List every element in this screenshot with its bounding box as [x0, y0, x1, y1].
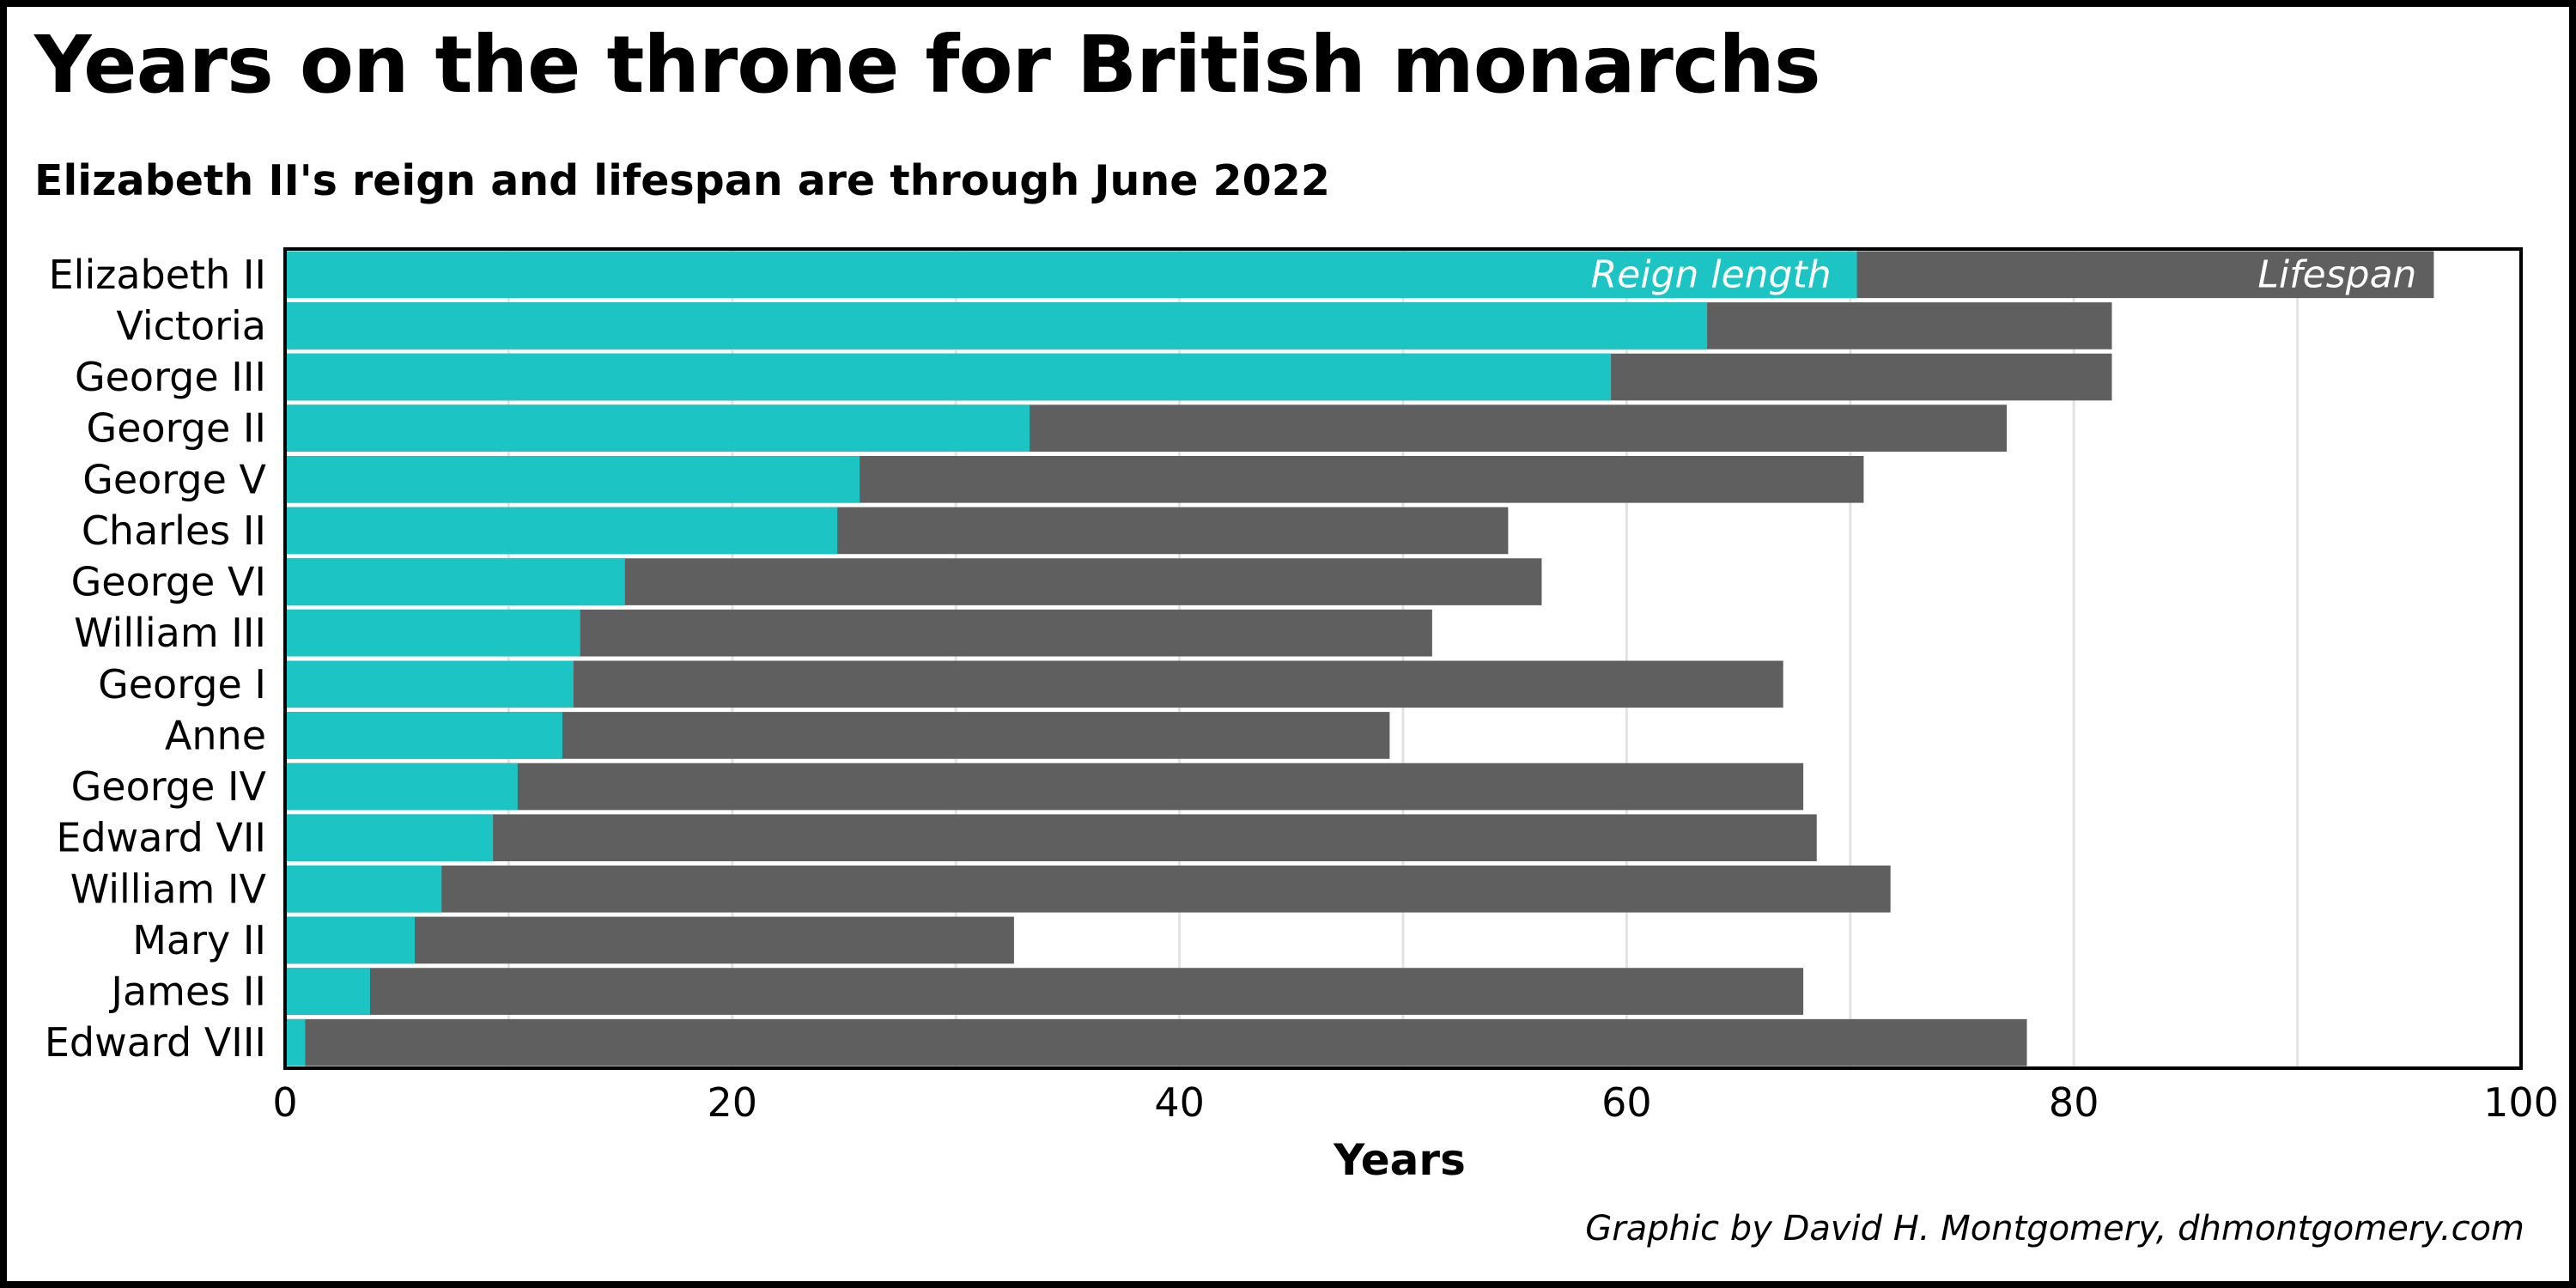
category-label: William III — [74, 610, 266, 656]
reign-bar — [285, 916, 416, 964]
reign-bar — [285, 609, 580, 657]
category-label: George I — [98, 661, 266, 708]
chart-subtitle: Elizabeth II's reign and lifespan are th… — [34, 156, 1330, 205]
lifespan-bar — [285, 968, 1804, 1015]
reign-bar — [285, 456, 860, 503]
reign-bar — [285, 302, 1708, 349]
category-label: George VI — [71, 559, 266, 605]
x-tick-label: 100 — [2483, 1079, 2559, 1126]
x-axis-title: Years — [1333, 1135, 1466, 1185]
category-label: George II — [87, 405, 266, 452]
reign-bar — [285, 762, 518, 811]
category-label: James II — [108, 969, 266, 1015]
x-tick-label: 20 — [708, 1079, 758, 1126]
category-label: Anne — [165, 712, 266, 758]
lifespan-bar — [285, 1018, 2027, 1066]
x-axis-ticks: 0 20 40 60 80 100 — [272, 1079, 2559, 1126]
legend-lifespan-label: Lifespan — [2257, 252, 2416, 296]
bars: Reign length Lifespan — [285, 251, 2434, 1066]
category-label: Elizabeth II — [49, 252, 266, 298]
legend-reign-label: Reign length — [1591, 252, 1832, 296]
reign-bar — [285, 1018, 306, 1066]
reign-bar — [285, 814, 494, 861]
category-label: George IV — [71, 763, 267, 810]
category-label: Edward VIII — [45, 1019, 266, 1066]
category-label: Charles II — [82, 507, 266, 554]
lifespan-bar — [285, 762, 1804, 811]
reign-bar — [285, 404, 1030, 452]
x-tick-label: 80 — [2049, 1079, 2099, 1126]
x-tick-label: 60 — [1601, 1079, 1652, 1126]
reign-bar — [285, 660, 574, 708]
credit-line: Graphic by David H. Montgomery, dhmontgo… — [1585, 1209, 2524, 1249]
category-label: Victoria — [116, 302, 266, 349]
reign-bar — [285, 866, 442, 913]
category-label: Mary II — [132, 917, 266, 963]
category-label: Edward VII — [56, 815, 266, 861]
lifespan-bar — [285, 866, 1891, 913]
reign-bar — [285, 712, 562, 759]
reign-bar — [285, 353, 1612, 401]
plot-border — [283, 247, 2523, 1070]
category-label: George V — [82, 456, 266, 502]
reign-bar — [285, 507, 838, 555]
reign-bar — [285, 251, 1857, 299]
chart-title: Years on the throne for British monarchs — [34, 19, 1821, 111]
reign-bar — [285, 968, 370, 1015]
category-label: William IV — [70, 866, 267, 912]
lifespan-bar — [285, 814, 1817, 861]
category-label: George III — [75, 354, 266, 400]
reign-bar — [285, 558, 625, 605]
x-tick-label: 40 — [1154, 1079, 1205, 1126]
x-tick-label: 0 — [272, 1079, 297, 1126]
